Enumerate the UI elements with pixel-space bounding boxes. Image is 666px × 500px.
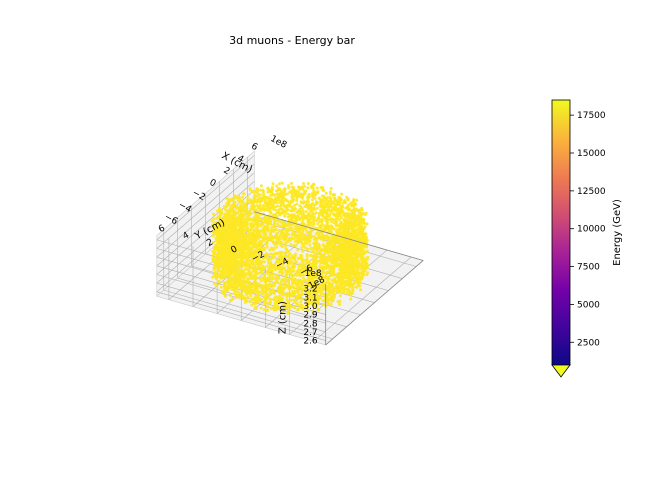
colorbar-tick: 12500 [577, 187, 606, 197]
colorbar-tick: 7500 [577, 263, 600, 273]
plot-title: 3d muons - Energy bar [229, 34, 355, 47]
tick-label: 3.0 [303, 302, 318, 312]
colorbar-tick: 2500 [577, 338, 600, 348]
tick-label: 2.6 [303, 337, 318, 347]
tick-label: 1e8 [305, 269, 322, 279]
colorbar: 2500 5000 7500 10000 12500 15000 17500 Energy (… [552, 100, 623, 377]
z-axis-label: Z (cm) [278, 301, 289, 334]
colorbar-label: Energy (GeV) [612, 199, 623, 266]
tick-label: 2.9 [303, 311, 318, 321]
colorbar-tick: 10000 [577, 225, 606, 235]
tick-label: 6 [249, 142, 259, 154]
tick-label: 3.1 [303, 293, 317, 303]
colorbar-tick: 15000 [577, 149, 606, 159]
colorbar-tick: 5000 [577, 300, 600, 310]
tick-label: 2.8 [303, 319, 318, 329]
colorbar-tick: 17500 [577, 111, 606, 121]
tick-label: 3.2 [303, 285, 317, 295]
tick-label: 1e8 [268, 134, 288, 151]
colorbar-extend-arrow [552, 365, 570, 377]
figure: −6−4−202461e8X (cm)−6−4−202461e8Y (cm)2.… [0, 0, 666, 500]
tick-label: 2.7 [303, 328, 317, 338]
axes-panes [157, 151, 423, 345]
